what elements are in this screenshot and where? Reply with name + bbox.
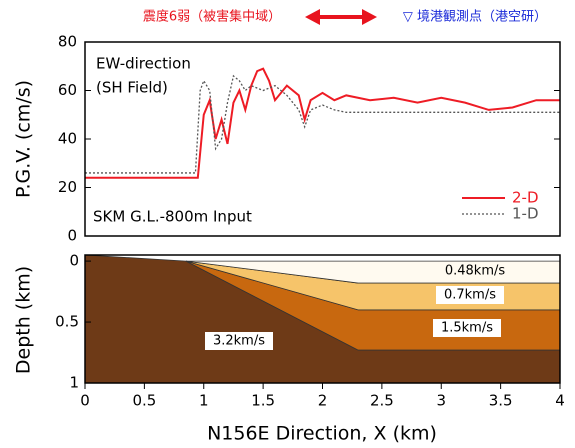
y-tick-label: 20 xyxy=(58,178,77,196)
annotation: SKM G.L.-800m Input xyxy=(93,208,252,226)
legend-label: 2-D xyxy=(512,189,539,207)
label-box xyxy=(205,332,273,350)
y-tick-label: 0.5 xyxy=(55,313,79,331)
x-tick-label: 0.5 xyxy=(132,392,156,410)
y-tick-label: 1 xyxy=(69,374,79,392)
layer-label: 0.48km/s xyxy=(445,264,506,279)
y-tick-label: 80 xyxy=(58,33,77,51)
series-line xyxy=(85,67,560,179)
layer-label: 1.5km/s xyxy=(441,321,493,336)
x-tick-label: 0 xyxy=(80,392,90,410)
layer-label: 3.2km/s xyxy=(213,334,265,349)
x-tick-label: 1.5 xyxy=(251,392,275,410)
annotation: EW-direction xyxy=(96,55,191,73)
x-tick-label: 3.5 xyxy=(489,392,513,410)
plot-frame xyxy=(84,41,561,237)
y-axis-label: P.G.V. (cm/s) xyxy=(13,80,35,198)
header-left: 震度6弱（被害集中域） xyxy=(143,9,281,25)
x-axis-label: N156E Direction, X (km) xyxy=(207,423,437,445)
layer-label: 0.7km/s xyxy=(444,288,496,303)
label-box xyxy=(433,319,501,337)
series-line xyxy=(85,74,560,174)
y-axis-label: Depth (km) xyxy=(13,266,35,374)
y-tick-label: 0 xyxy=(69,252,79,270)
x-tick-label: 4 xyxy=(555,392,565,410)
header-right: ▽ 境港観測点（港空研） xyxy=(403,10,547,25)
x-tick-label: 2 xyxy=(318,392,328,410)
x-tick-label: 2.5 xyxy=(370,392,394,410)
label-box xyxy=(436,286,504,304)
plot-frame xyxy=(84,254,561,384)
y-tick-label: 40 xyxy=(58,130,77,148)
x-tick-label: 3 xyxy=(436,392,446,410)
y-tick-label: 60 xyxy=(58,81,77,99)
double-arrow xyxy=(305,9,377,25)
annotation: (SH Field) xyxy=(96,79,168,97)
x-tick-label: 1 xyxy=(199,392,209,410)
y-tick-label: 0 xyxy=(67,227,77,245)
legend-label: 1-D xyxy=(512,205,539,223)
